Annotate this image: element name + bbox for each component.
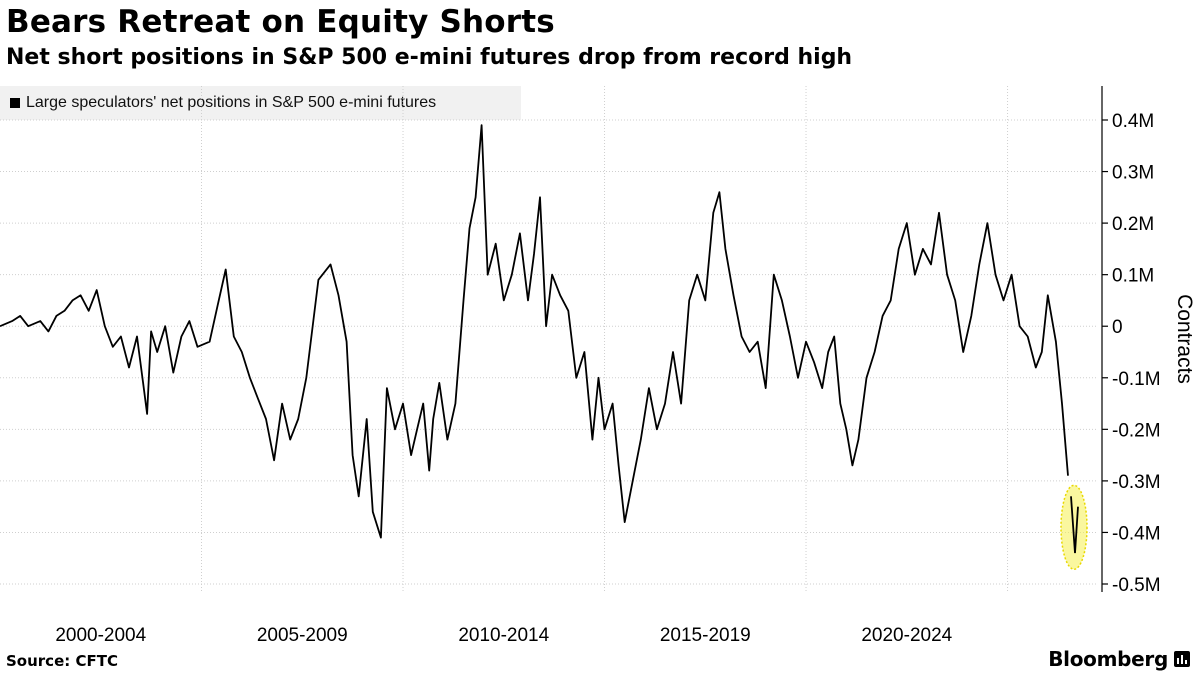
bloomberg-chart-icon — [1174, 651, 1190, 667]
y-tick-label: 0.2M — [1112, 214, 1154, 235]
x-tick-label: 2010-2014 — [458, 625, 549, 646]
y-tick-label: -0.1M — [1112, 369, 1161, 390]
source-note: Source: CFTC — [6, 652, 118, 670]
y-tick-label: -0.3M — [1112, 472, 1161, 493]
x-tick-label: 2020-2024 — [861, 625, 952, 646]
chart-title: Bears Retreat on Equity Shorts — [6, 4, 555, 40]
chart-subtitle: Net short positions in S&P 500 e-mini fu… — [6, 45, 853, 70]
x-tick-label: 2015-2019 — [660, 625, 751, 646]
legend-label: Large speculators' net positions in S&P … — [26, 94, 437, 111]
chart-legend: Large speculators' net positions in S&P … — [0, 86, 521, 120]
series-line — [0, 124, 1069, 539]
y-tick-label: -0.2M — [1112, 420, 1161, 441]
highlight-series-segment — [1070, 496, 1079, 554]
y-tick-label: 0.3M — [1112, 163, 1154, 184]
x-tick-label: 2000-2004 — [55, 625, 146, 646]
x-tick-label: 2005-2009 — [257, 625, 348, 646]
bloomberg-logo: Bloomberg — [1048, 647, 1190, 671]
y-tick-label: 0.1M — [1112, 266, 1154, 287]
y-tick-label: -0.4M — [1112, 523, 1161, 544]
y-tick-label: 0 — [1112, 317, 1123, 338]
y-axis-title: Contracts — [1173, 294, 1196, 384]
brand-name: Bloomberg — [1048, 647, 1168, 671]
y-tick-label: -0.5M — [1112, 575, 1161, 596]
y-tick-label: 0.4M — [1112, 111, 1154, 132]
legend-swatch — [10, 98, 20, 108]
